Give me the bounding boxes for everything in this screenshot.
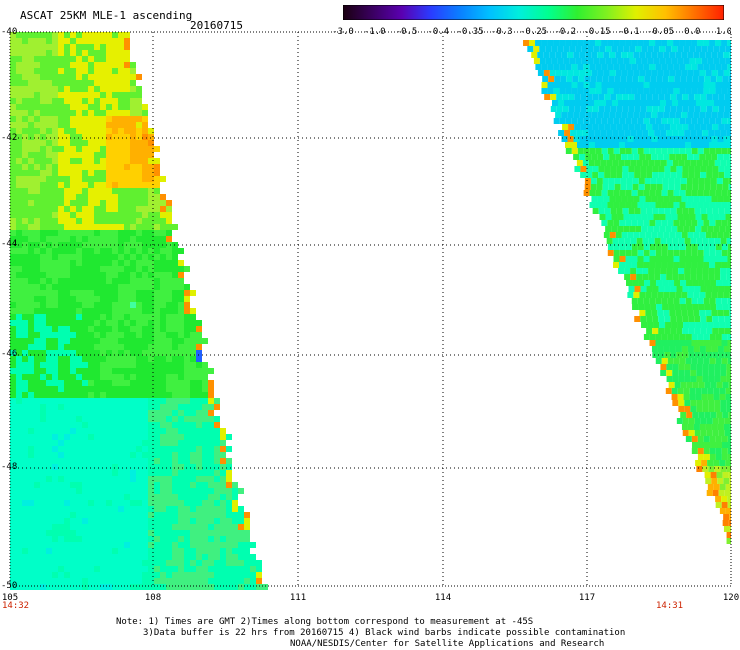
lon-label-2: 111 — [289, 593, 307, 603]
lat-label-4: -48 — [1, 462, 18, 472]
time-right: 14:31 — [656, 601, 684, 611]
footer-note-2: 3)Data buffer is 22 hrs from 20160715 4)… — [143, 628, 626, 638]
colorbar-label: -0.05 — [646, 27, 675, 37]
swath-left — [10, 32, 268, 590]
colorbar-label: -0.3 — [490, 27, 513, 37]
lat-label-2: -44 — [1, 239, 18, 249]
lat-label-1: -42 — [1, 133, 18, 143]
lon-label-5: 120 — [722, 593, 740, 603]
colorbar-label: -0.15 — [583, 27, 611, 37]
colorbar — [343, 5, 724, 20]
lat-label-5: -50 — [1, 581, 18, 591]
map-date: 20160715 — [190, 19, 243, 32]
lon-label-1: 108 — [144, 593, 162, 603]
lat-label-0: -40 — [1, 27, 18, 37]
swath-right — [523, 40, 737, 544]
lon-label-0: 105 — [1, 593, 19, 603]
colorbar-gradient — [343, 5, 724, 20]
colorbar-label: -0.25 — [519, 27, 548, 37]
lat-label-3: -46 — [1, 349, 18, 359]
map-frame — [9, 31, 732, 587]
lon-label-3: 114 — [434, 593, 452, 603]
footer-note-3: NOAA/NESDIS/Center for Satellite Applica… — [290, 639, 605, 649]
lon-label-4: 117 — [578, 593, 596, 603]
colorbar-label: 0.0 — [684, 27, 701, 37]
graticule — [10, 32, 731, 586]
map-title: ASCAT 25KM MLE-1 ascending — [20, 9, 193, 22]
time-left: 14:32 — [2, 601, 30, 611]
colorbar-label: -0.4 — [427, 27, 450, 37]
swath-map — [9, 31, 737, 590]
footer-note-1: Note: 1) Times are GMT 2)Times along bot… — [116, 617, 534, 627]
colorbar-label: -1.0 — [363, 27, 386, 37]
